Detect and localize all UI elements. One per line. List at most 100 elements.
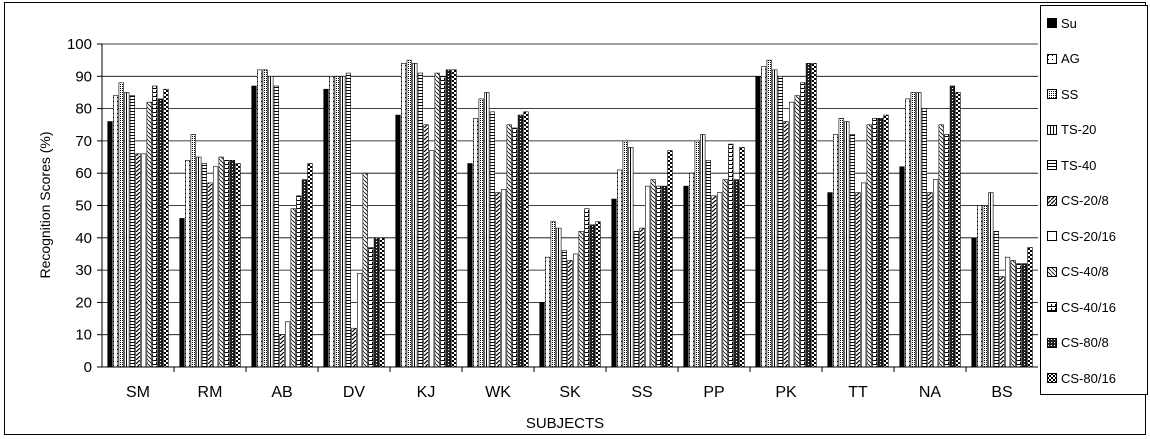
- bar-dv-ag: [328, 76, 335, 368]
- legend-label: Su: [1061, 15, 1077, 31]
- y-tick-label: 10: [75, 327, 92, 344]
- bar-ss-cs-40-16: [656, 185, 662, 368]
- bar-kj-ts-40: [417, 72, 424, 368]
- bar-tt-ss: [838, 117, 844, 368]
- bar-rm-cs-40-8: [218, 156, 224, 368]
- bars: [107, 59, 1033, 368]
- bar-tt-su: [827, 192, 833, 368]
- y-tick-label: 40: [75, 230, 92, 247]
- legend-label: CS-20/8: [1061, 193, 1109, 208]
- legend-label: CS-40/16: [1061, 299, 1116, 315]
- x-tick-label: WK: [485, 384, 511, 401]
- bar-ss-cs-80-8: [661, 185, 667, 368]
- bar-rm-ts-20: [196, 156, 202, 368]
- bar-sm-su: [107, 121, 113, 368]
- bar-na-cs-80-16: [955, 92, 961, 368]
- y-tick-label: 100: [67, 36, 92, 53]
- legend-swatch: [1047, 89, 1057, 99]
- legend-entry: CS-80/8: [1047, 334, 1109, 352]
- x-tick-label: BS: [991, 384, 1012, 401]
- legend-swatch: [1047, 373, 1057, 383]
- bar-sm-cs-20-16: [141, 153, 147, 368]
- bar-wk-cs-80-16: [523, 111, 529, 368]
- x-tick-label: SM: [126, 384, 150, 401]
- bar-ab-ts-20: [268, 76, 274, 368]
- bar-dv-ss: [334, 76, 340, 368]
- bar-tt-ts-40: [849, 134, 855, 368]
- legend-label: SS: [1061, 86, 1079, 102]
- bar-rm-ts-40: [201, 163, 208, 368]
- bar-pp-ag: [688, 172, 695, 368]
- legend-label: CS-80/16: [1061, 370, 1116, 386]
- x-tick-label: KJ: [417, 384, 436, 401]
- bar-pk-cs-20-8: [783, 121, 789, 368]
- bar-ab-ag: [256, 69, 263, 368]
- bar-bs-su: [971, 237, 977, 368]
- legend-label: CS-20/16: [1061, 228, 1116, 244]
- axes: 0 10 20 30 40 50 60 70 80 90 100 SM RM AB DV KJ WK SK SS PP…: [67, 36, 1038, 401]
- bar-sm-cs-40-8: [146, 101, 152, 368]
- bar-na-cs-20-8: [927, 192, 933, 368]
- bar-sm-cs-40-16: [152, 85, 158, 368]
- x-tick-label: PK: [775, 384, 797, 401]
- bar-rm-cs-40-16: [224, 159, 230, 368]
- x-axis-label: SUBJECTS: [526, 415, 604, 432]
- bar-rm-cs-80-16: [235, 163, 241, 368]
- bar-ss-ss: [622, 140, 628, 368]
- bar-pp-ts-40: [705, 159, 711, 368]
- bar-ss-cs-80-16: [667, 150, 673, 368]
- bar-ss-su: [611, 198, 617, 368]
- bar-kj-cs-20-8: [423, 124, 429, 368]
- y-tick-label: 80: [75, 101, 92, 118]
- bar-sk-su: [539, 302, 545, 368]
- bar-dv-ts-40: [345, 72, 352, 368]
- bar-ab-ts-40: [273, 85, 280, 368]
- bar-ab-su: [251, 85, 257, 368]
- bar-kj-ts-20: [412, 63, 418, 368]
- bar-tt-cs-80-16: [883, 114, 889, 368]
- legend-entry: CS-20/8: [1047, 192, 1109, 210]
- bar-wk-cs-80-8: [517, 114, 523, 368]
- bar-ss-cs-40-8: [650, 179, 656, 368]
- bar-ss-ts-20: [628, 147, 634, 368]
- bar-dv-cs-20-16: [356, 273, 363, 368]
- bar-na-su: [899, 166, 905, 368]
- bar-dv-ts-20: [340, 76, 346, 368]
- legend-swatch: [1047, 195, 1057, 206]
- y-axis-label: Recognition Scores (%): [37, 131, 53, 278]
- bar-pk-ts-40: [777, 76, 783, 368]
- x-tick-label: NA: [919, 384, 942, 401]
- legend-label: TS-20: [1061, 122, 1097, 137]
- legend-entry: SS: [1047, 85, 1078, 103]
- y-tick-label: 20: [75, 294, 92, 311]
- bar-pp-cs-80-16: [739, 147, 745, 368]
- legend-entry: Su: [1047, 14, 1077, 32]
- bar-ss-ts-40: [633, 231, 639, 368]
- bar-pk-cs-40-16: [800, 82, 806, 368]
- bar-pk-cs-40-8: [794, 95, 800, 368]
- bar-na-ts-20: [916, 92, 922, 368]
- y-tick-label: 70: [75, 133, 92, 150]
- bar-dv-su: [323, 88, 329, 368]
- legend-swatch: [1047, 53, 1057, 64]
- bar-na-cs-40-8: [938, 124, 944, 368]
- legend-label: TS-40: [1061, 157, 1097, 173]
- bar-pk-cs-80-8: [805, 63, 811, 368]
- bar-rm-ag: [185, 159, 191, 368]
- bar-bs-cs-80-8: [1021, 263, 1027, 368]
- bar-na-cs-40-16: [944, 134, 950, 368]
- bar-rm-cs-20-16: [213, 166, 219, 368]
- bar-kj-cs-80-16: [451, 69, 457, 368]
- bar-pp-su: [683, 185, 689, 368]
- bar-pp-cs-40-16: [728, 143, 734, 368]
- legend-entry: CS-40/8: [1047, 263, 1109, 281]
- bar-tt-ts-20: [844, 121, 850, 368]
- x-tick-label: AB: [271, 384, 292, 401]
- bar-tt-cs-80-8: [877, 117, 883, 368]
- bar-sk-cs-20-8: [567, 260, 573, 368]
- bar-sm-cs-80-8: [157, 98, 164, 368]
- bar-rm-cs-80-8: [229, 159, 236, 368]
- bar-sk-cs-40-8: [578, 231, 584, 368]
- legend-label: CS-80/8: [1061, 335, 1109, 350]
